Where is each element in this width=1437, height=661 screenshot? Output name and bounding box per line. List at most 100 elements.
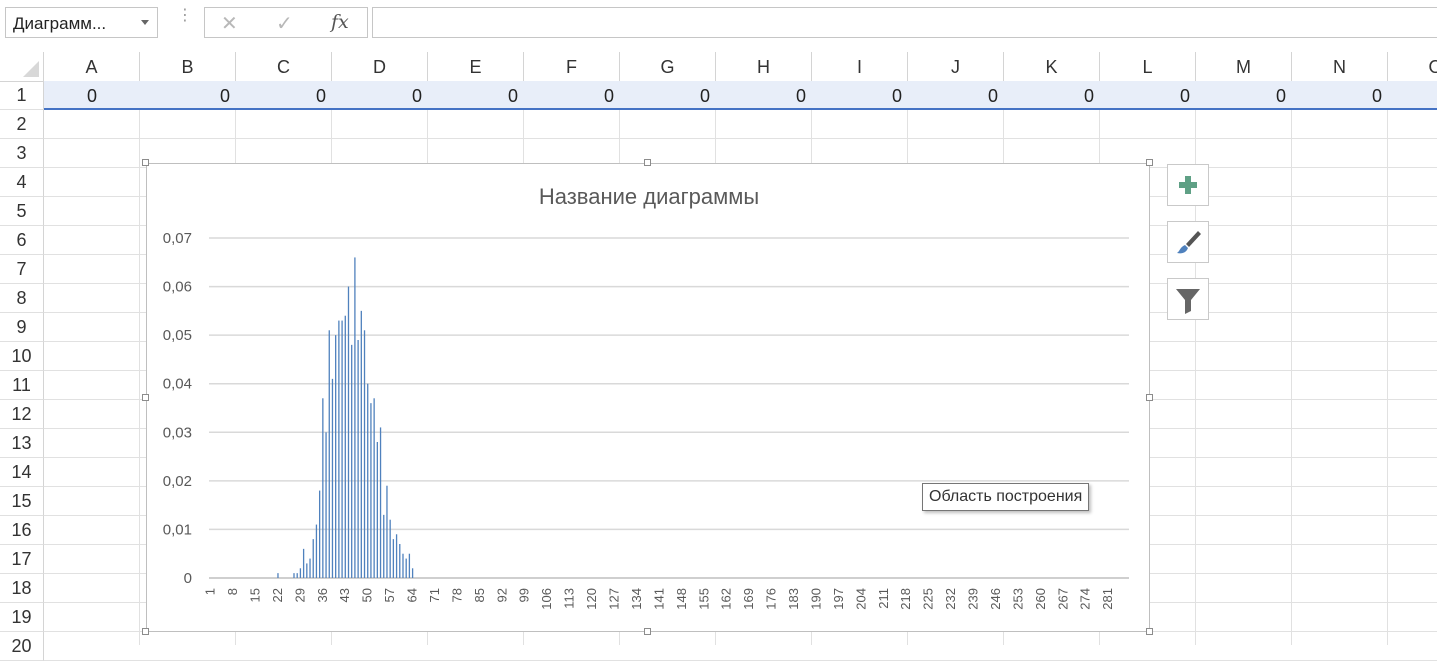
bar[interactable]	[302, 548, 305, 578]
bar[interactable]	[299, 568, 302, 578]
bar[interactable]	[360, 310, 362, 578]
selected-row-1[interactable]	[44, 81, 1437, 110]
row-header-17[interactable]: 17	[0, 545, 44, 574]
bar[interactable]	[399, 544, 401, 578]
bar[interactable]	[379, 427, 382, 578]
bar[interactable]	[328, 330, 330, 578]
bar[interactable]	[331, 378, 334, 578]
chart-styles-button[interactable]	[1167, 221, 1209, 263]
chevron-down-icon[interactable]	[141, 20, 149, 25]
column-header-c[interactable]: C	[236, 52, 332, 81]
bar[interactable]	[405, 558, 407, 578]
column-header-e[interactable]: E	[428, 52, 524, 81]
bar[interactable]	[383, 514, 385, 578]
row-header-3[interactable]: 3	[0, 139, 44, 168]
cell-a1[interactable]: 0	[86, 86, 97, 106]
bar[interactable]	[363, 330, 366, 578]
chart-filters-button[interactable]	[1167, 278, 1209, 320]
name-box[interactable]: Диаграмм...	[5, 7, 158, 38]
row-header-20[interactable]: 20	[0, 632, 44, 661]
bar[interactable]	[312, 539, 314, 578]
bar[interactable]	[318, 490, 321, 578]
bar[interactable]	[347, 286, 350, 578]
bar[interactable]	[373, 398, 375, 578]
cell-h1[interactable]: 0	[795, 86, 806, 106]
fx-icon[interactable]: fx	[331, 11, 349, 33]
bar[interactable]	[357, 340, 359, 578]
bar[interactable]	[354, 257, 356, 578]
resize-handle[interactable]	[644, 159, 651, 166]
column-header-l[interactable]: L	[1100, 52, 1196, 81]
cell-l1[interactable]: 0	[1179, 86, 1190, 106]
bar[interactable]	[322, 398, 324, 578]
column-header-h[interactable]: H	[716, 52, 812, 81]
row-header-16[interactable]: 16	[0, 516, 44, 545]
bar[interactable]	[389, 519, 391, 578]
cell-n1[interactable]: 0	[1371, 86, 1382, 106]
bar[interactable]	[296, 573, 298, 578]
select-all-corner[interactable]	[0, 52, 44, 81]
resize-handle[interactable]	[142, 628, 149, 635]
cell-c1[interactable]: 0	[315, 86, 326, 106]
x-icon[interactable]: ✕	[221, 13, 238, 35]
bar[interactable]	[277, 573, 279, 578]
row-header-18[interactable]: 18	[0, 574, 44, 603]
bar[interactable]	[351, 344, 353, 578]
row-header-14[interactable]: 14	[0, 458, 44, 487]
column-header-k[interactable]: K	[1004, 52, 1100, 81]
column-header-g[interactable]: G	[620, 52, 716, 81]
bar[interactable]	[306, 563, 308, 578]
row-header-7[interactable]: 7	[0, 255, 44, 284]
resize-handle[interactable]	[142, 394, 149, 401]
row-header-13[interactable]: 13	[0, 429, 44, 458]
check-icon[interactable]: ✓	[276, 13, 293, 35]
bar[interactable]	[338, 320, 340, 578]
resize-handle[interactable]	[1146, 628, 1153, 635]
chart-title[interactable]: Название диаграммы	[538, 184, 760, 209]
row-header-2[interactable]: 2	[0, 110, 44, 139]
column-header-b[interactable]: B	[140, 52, 236, 81]
cell-f1[interactable]: 0	[603, 86, 614, 106]
chart-elements-button[interactable]	[1167, 164, 1209, 206]
bar[interactable]	[315, 524, 318, 578]
cell-d1[interactable]: 0	[411, 86, 422, 106]
bar[interactable]	[408, 553, 411, 578]
row-header-6[interactable]: 6	[0, 226, 44, 255]
row-header-5[interactable]: 5	[0, 197, 44, 226]
bar[interactable]	[376, 442, 378, 578]
bar[interactable]	[293, 573, 295, 578]
row-header-1[interactable]: 1	[0, 81, 44, 110]
cell-i1[interactable]: 0	[891, 86, 902, 106]
bar[interactable]	[344, 315, 346, 578]
resize-handle[interactable]	[142, 159, 149, 166]
column-header-n[interactable]: N	[1292, 52, 1388, 81]
row-header-4[interactable]: 4	[0, 168, 44, 197]
resize-handle[interactable]	[644, 628, 651, 635]
chart-plot-svg[interactable]: 0,07 0,06 0,05 0,04 0,03 0,02 0,01 0 1 8 15 22 29 36 4…	[147, 164, 1151, 633]
row-header-10[interactable]: 10	[0, 342, 44, 371]
bar[interactable]	[392, 539, 395, 578]
row-header-8[interactable]: 8	[0, 284, 44, 313]
column-header-o[interactable]: O	[1388, 52, 1437, 81]
bar[interactable]	[325, 432, 327, 578]
cell-e1[interactable]: 0	[507, 86, 518, 106]
bar[interactable]	[335, 335, 337, 578]
cell-m1[interactable]: 0	[1275, 86, 1286, 106]
formula-input[interactable]	[372, 7, 1437, 38]
bar[interactable]	[411, 568, 414, 578]
row-header-11[interactable]: 11	[0, 371, 44, 400]
column-header-a[interactable]: A	[44, 52, 140, 81]
row-header-12[interactable]: 12	[0, 400, 44, 429]
cell-k1[interactable]: 0	[1083, 86, 1094, 106]
column-header-j[interactable]: J	[908, 52, 1004, 81]
cell-g1[interactable]: 0	[699, 86, 710, 106]
row-header-9[interactable]: 9	[0, 313, 44, 342]
column-header-i[interactable]: I	[812, 52, 908, 81]
row-header-19[interactable]: 19	[0, 603, 44, 632]
bar[interactable]	[341, 320, 343, 578]
chart-object[interactable]: Название диаграммы 0,07 0,06 0,05 0,04 0,03 0…	[146, 163, 1150, 632]
column-header-f[interactable]: F	[524, 52, 620, 81]
bar[interactable]	[367, 383, 369, 578]
resize-handle[interactable]	[1146, 394, 1153, 401]
bar[interactable]	[370, 403, 372, 578]
